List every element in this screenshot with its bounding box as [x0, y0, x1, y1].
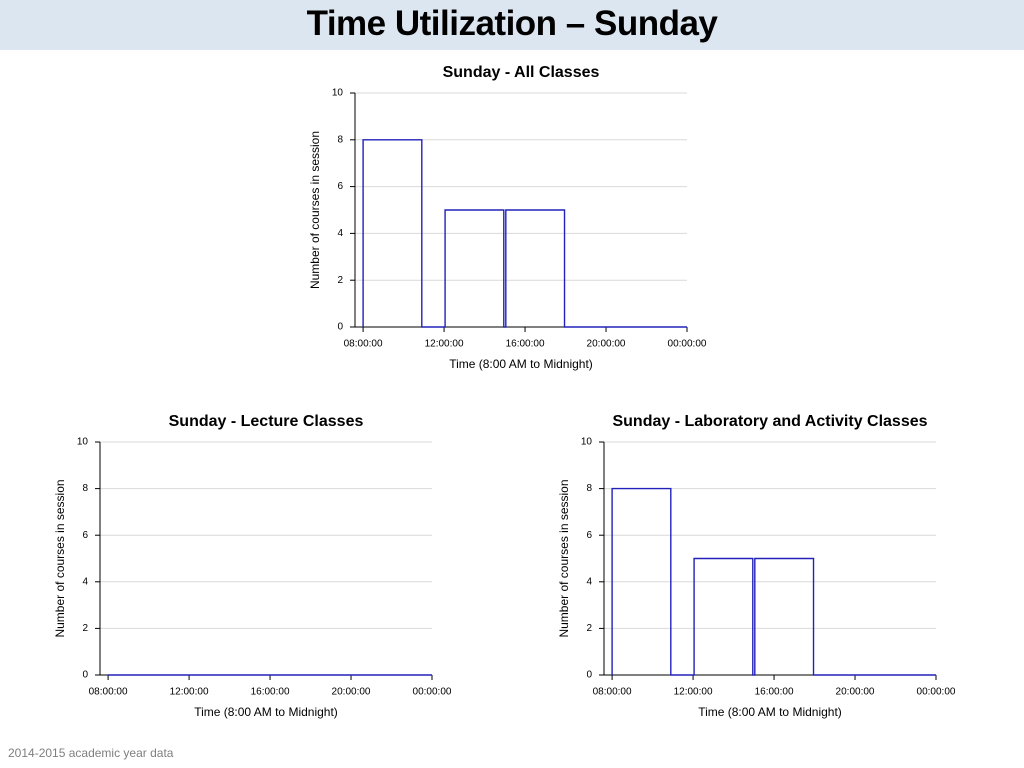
y-axis-label: Number of courses in session — [308, 131, 322, 289]
charts: 0 2 4 6 8 10 08:00:00 12:00:00 16:00:00 20:00:00 0… — [53, 64, 956, 719]
y-tick-label: 10 — [332, 88, 344, 99]
x-axis-label: Time (8:00 AM to Midnight) — [698, 705, 842, 719]
x-tick-label: 08:00:00 — [344, 339, 383, 350]
y-tick-label: 2 — [82, 623, 88, 634]
y-tick-label: 2 — [586, 623, 592, 634]
y-tick-label: 2 — [337, 275, 343, 286]
y-tick-label: 0 — [82, 670, 88, 681]
chart-title: Sunday - All Classes — [443, 64, 600, 81]
x-tick-label: 00:00:00 — [413, 687, 452, 698]
y-tick-label: 6 — [337, 181, 343, 192]
chart-title: Sunday - Lecture Classes — [169, 413, 364, 430]
x-tick-label: 16:00:00 — [755, 687, 794, 698]
y-tick-label: 4 — [337, 228, 343, 239]
y-tick-label: 0 — [337, 322, 343, 333]
x-tick-label: 20:00:00 — [587, 339, 626, 350]
header-band: Time Utilization – Sunday — [0, 0, 1024, 50]
x-axis-label: Time (8:00 AM to Midnight) — [449, 357, 593, 371]
chart-title: Sunday - Laboratory and Activity Classes — [612, 413, 927, 430]
slide-title: Time Utilization – Sunday — [306, 4, 718, 43]
y-tick-label: 6 — [82, 530, 88, 541]
y-axis-label: Number of courses in session — [557, 479, 571, 637]
x-tick-label: 16:00:00 — [506, 339, 545, 350]
x-tick-label: 20:00:00 — [332, 687, 371, 698]
y-tick-label: 10 — [581, 437, 593, 448]
y-tick-label: 8 — [82, 483, 88, 494]
x-tick-label: 16:00:00 — [251, 687, 290, 698]
x-tick-label: 20:00:00 — [836, 687, 875, 698]
y-tick-label: 10 — [77, 437, 89, 448]
footer-note: 2014-2015 academic year data — [8, 746, 174, 760]
data-line — [362, 139, 687, 328]
y-tick-label: 8 — [586, 483, 592, 494]
x-tick-label: 12:00:00 — [674, 687, 713, 698]
x-tick-label: 08:00:00 — [89, 687, 128, 698]
data-line — [611, 487, 936, 676]
x-tick-label: 00:00:00 — [917, 687, 956, 698]
y-tick-label: 4 — [586, 576, 592, 587]
y-tick-label: 8 — [337, 134, 343, 145]
x-tick-label: 08:00:00 — [593, 687, 632, 698]
x-axis-label: Time (8:00 AM to Midnight) — [194, 705, 338, 719]
x-tick-label: 12:00:00 — [425, 339, 464, 350]
y-tick-label: 6 — [586, 530, 592, 541]
x-tick-label: 12:00:00 — [170, 687, 209, 698]
y-tick-label: 4 — [82, 576, 88, 587]
y-tick-label: 0 — [586, 670, 592, 681]
y-axis-label: Number of courses in session — [53, 479, 67, 637]
x-tick-label: 00:00:00 — [668, 339, 707, 350]
